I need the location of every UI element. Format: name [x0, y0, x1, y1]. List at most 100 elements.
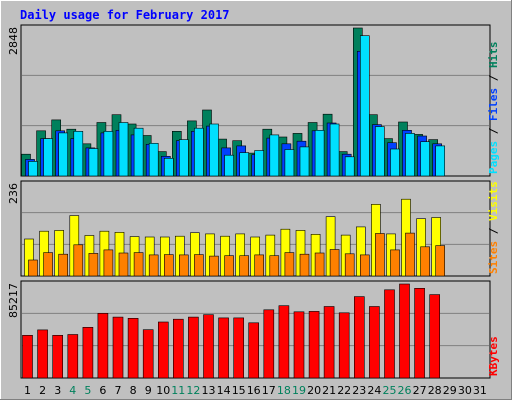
bar-kbytes-day-25: [384, 289, 395, 379]
bar-sites-day-9: [148, 254, 159, 277]
bar-kbytes-day-14: [218, 317, 229, 379]
bar-sites-day-4: [73, 244, 84, 277]
bar-pages-day-8: [133, 127, 144, 177]
chart-title: Daily usage for February 2017: [20, 8, 230, 22]
bar-kbytes-day-16: [248, 322, 259, 379]
bar-sites-day-28: [435, 245, 446, 277]
bar-pages-day-18: [284, 149, 295, 177]
bar-kbytes-day-7: [112, 316, 124, 379]
bar-pages-day-15: [239, 152, 249, 177]
panel-kbytes: 85217 KBytes: [7, 280, 500, 379]
side-legend-segment: /: [487, 121, 500, 141]
x-tick-label: 19: [292, 384, 306, 397]
bar-sites-day-15: [239, 255, 249, 277]
x-tick-label: 7: [115, 384, 122, 397]
bar-pages-day-19: [299, 146, 310, 177]
side-legend-segment: /: [487, 68, 500, 88]
bar-kbytes-day-1: [22, 334, 33, 379]
x-tick-label: 15: [232, 384, 246, 397]
bar-pages-day-20: [314, 130, 325, 177]
side-legend-segment: KBytes: [487, 336, 500, 376]
bar-kbytes-day-23: [353, 296, 365, 379]
x-tick-label: 12: [186, 384, 200, 397]
bar-sites-day-23: [359, 254, 370, 277]
side-legend: Pages / Files / Hits: [487, 42, 500, 175]
bar-pages-day-2: [43, 138, 53, 177]
bar-sites-day-8: [133, 252, 144, 277]
bar-kbytes-day-26: [399, 283, 410, 379]
bar-pages-day-1: [28, 161, 38, 177]
bar-pages-day-28: [435, 145, 446, 177]
bar-kbytes-day-13: [203, 314, 214, 379]
bar-sites-day-12: [194, 254, 204, 277]
bar-kbytes-day-9: [142, 329, 154, 379]
bar-sites-day-25: [390, 249, 400, 277]
bar-kbytes-day-21: [323, 306, 335, 379]
y-max-label: 2848: [7, 27, 20, 55]
x-tick-label: 10: [156, 384, 170, 397]
bar-kbytes-day-24: [369, 306, 380, 379]
bar-sites-day-22: [344, 253, 355, 277]
bar-kbytes-day-19: [293, 311, 305, 379]
bar-sites-day-24: [375, 233, 385, 277]
bar-pages-day-12: [194, 127, 204, 177]
bar-pages-day-6: [103, 131, 114, 177]
bar-kbytes-day-2: [37, 329, 48, 379]
x-tick-label: 22: [337, 384, 351, 397]
x-tick-label: 25: [383, 384, 397, 397]
bar-sites-day-27: [420, 246, 430, 277]
x-tick-label: 3: [54, 384, 61, 397]
y-max-label: 236: [7, 183, 20, 204]
side-legend-segment: /: [487, 221, 500, 241]
bar-sites-day-5: [88, 253, 99, 277]
bar-pages-day-26: [405, 133, 415, 177]
bar-pages-day-3: [58, 132, 69, 177]
x-tick-label: 31: [473, 384, 487, 397]
bar-sites-day-17: [269, 255, 280, 277]
bar-sites-day-20: [314, 252, 325, 277]
bar-sites-day-26: [405, 232, 415, 277]
bar-pages-day-4: [73, 131, 84, 177]
bar-pages-day-14: [224, 154, 234, 177]
x-tick-label: 28: [428, 384, 442, 397]
x-tick-label: 26: [398, 384, 412, 397]
bar-pages-day-16: [254, 150, 264, 177]
side-legend-segment: Visits: [487, 181, 500, 221]
bar-pages-day-25: [390, 148, 400, 177]
bar-kbytes-day-11: [173, 318, 184, 379]
bar-sites-day-10: [164, 254, 174, 277]
bar-kbytes-day-20: [308, 311, 320, 379]
side-legend: Sites / Visits: [487, 181, 500, 274]
side-legend-segment: Pages: [487, 141, 500, 174]
bar-pages-day-24: [375, 126, 385, 177]
bar-kbytes-day-15: [233, 317, 244, 379]
bar-pages-day-5: [88, 148, 99, 177]
bar-sites-day-6: [103, 249, 114, 277]
bar-pages-day-22: [344, 156, 355, 177]
x-tick-label: 11: [171, 384, 185, 397]
bar-sites-day-7: [118, 252, 129, 277]
bar-kbytes-day-10: [158, 321, 169, 379]
bar-pages-day-13: [209, 123, 219, 177]
x-axis-labels: 1 2 3 4 5 6 7 8 9 10 11 12 13 14 15 16 17 18 19 20 21 22 23 24 2…: [24, 384, 487, 397]
bar-kbytes-day-17: [263, 309, 275, 379]
bar-sites-day-13: [209, 255, 219, 277]
bar-pages-day-9: [148, 143, 159, 177]
x-tick-label: 4: [69, 384, 76, 397]
bar-kbytes-day-28: [429, 294, 441, 379]
bar-kbytes-day-4: [67, 334, 79, 379]
chart-panels: 2848 Pages / Files / Hits 236 Sites / Visit…: [7, 24, 500, 379]
x-tick-label: 30: [458, 384, 472, 397]
x-tick-label: 21: [322, 384, 336, 397]
bar-kbytes-day-12: [188, 316, 199, 379]
side-legend-segment: Hits: [487, 42, 500, 69]
bar-kbytes-day-6: [97, 312, 109, 379]
bar-pages-day-17: [269, 134, 280, 177]
x-tick-label: 18: [277, 384, 291, 397]
bar-sites-day-14: [224, 255, 234, 277]
bar-kbytes-day-27: [414, 287, 425, 379]
x-tick-label: 16: [247, 384, 261, 397]
bar-sites-day-21: [329, 249, 340, 277]
bar-sites-day-1: [28, 259, 38, 277]
bar-kbytes-day-18: [278, 305, 290, 379]
